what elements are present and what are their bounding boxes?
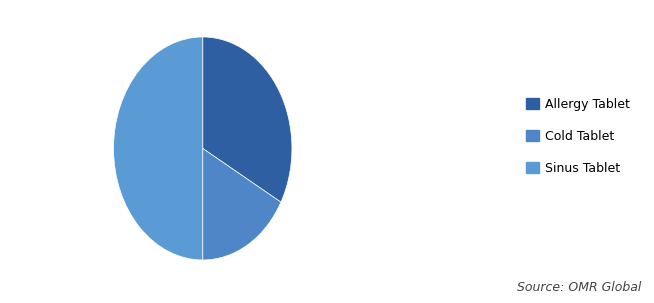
Text: Source: OMR Global: Source: OMR Global [517, 281, 641, 294]
Wedge shape [203, 37, 292, 202]
Legend: Allergy Tablet, Cold Tablet, Sinus Tablet: Allergy Tablet, Cold Tablet, Sinus Table… [521, 93, 634, 180]
Wedge shape [203, 148, 281, 260]
Wedge shape [114, 37, 203, 260]
